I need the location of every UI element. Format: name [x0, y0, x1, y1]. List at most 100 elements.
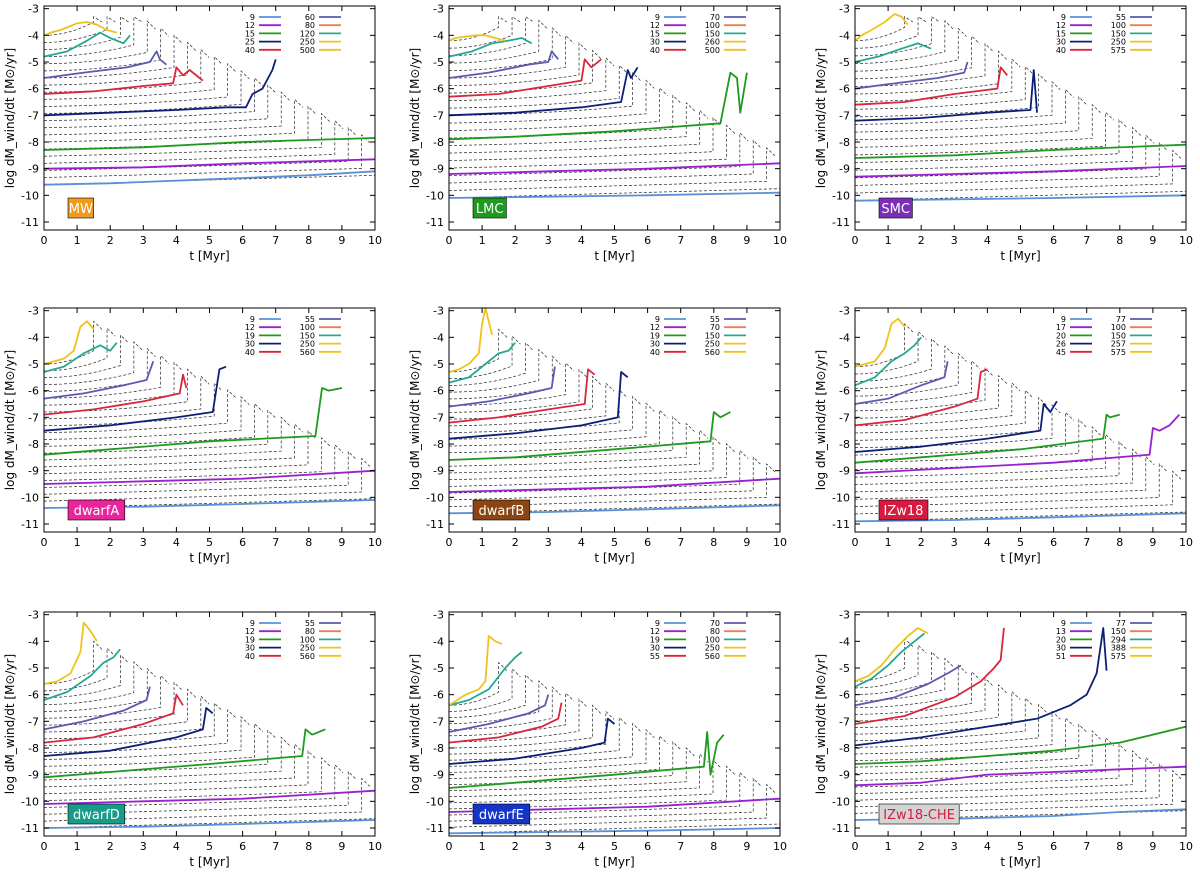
background-track: [43, 674, 170, 719]
legend-label: 55: [305, 315, 315, 324]
model-badge: [67, 803, 126, 825]
series-line-55: [43, 686, 151, 731]
background-track: [448, 661, 508, 706]
x-tick-label: 6: [1050, 536, 1057, 549]
y-tick-label: -5: [433, 358, 444, 371]
legend-label: 13: [1056, 627, 1066, 636]
series-line-60: [43, 50, 168, 79]
x-tick-label: 0: [852, 234, 859, 247]
model-badge: [878, 197, 913, 219]
series-line-150: [43, 342, 118, 373]
background-track: [854, 710, 1061, 755]
legend-label: 500: [300, 46, 315, 55]
legend-label: 30: [1056, 644, 1066, 653]
series-line-13: [854, 765, 1187, 787]
legend-label: 19: [245, 635, 255, 644]
y-tick-label: -4: [433, 29, 444, 42]
y-tick-label: -3: [28, 305, 39, 318]
y-tick-label: -7: [28, 411, 39, 424]
x-tick-label: 5: [206, 234, 213, 247]
background-track: [448, 19, 548, 64]
y-tick-label: -8: [839, 438, 850, 451]
background-track: [854, 756, 1155, 801]
background-track: [448, 34, 575, 79]
background-track: [43, 702, 223, 747]
background-track: [448, 680, 548, 724]
y-tick-label: -10: [426, 491, 444, 504]
x-tick-label: 8: [305, 234, 312, 247]
legend-label: 20: [1056, 331, 1066, 340]
x-tick-label: 6: [1050, 840, 1057, 853]
y-tick-label: -10: [832, 795, 850, 808]
x-tick-label: 4: [578, 840, 585, 853]
background-track: [43, 55, 223, 100]
background-track: [43, 16, 103, 36]
legend-label: 250: [300, 38, 315, 47]
model-badge-label: dwarfE: [479, 808, 524, 823]
panel-dwarfe: 0 1 2 3 4 5 6 7 8 9 10-3-4-5-6-7-8-9-10-11t [Myr]l…: [408, 609, 787, 869]
legend-label: 9: [250, 315, 255, 324]
y-tick-label: -7: [28, 715, 39, 728]
y-tick-label: -5: [28, 56, 39, 69]
legend-label: 19: [245, 331, 255, 340]
panel-dwarfb: 0 1 2 3 4 5 6 7 8 9 10-3-4-5-6-7-8-9-10-11t [Myr]l…: [408, 305, 787, 565]
x-tick-label: 1: [885, 840, 892, 853]
x-axis-label: t [Myr]: [1000, 855, 1040, 869]
series-line-30: [854, 627, 1108, 747]
x-tick-label: 4: [173, 840, 180, 853]
legend-label: 388: [1111, 644, 1126, 653]
x-tick-label: 8: [710, 840, 717, 853]
background-track: [448, 49, 601, 94]
y-axis-label: log dM_wind/dt [M⊙/yr]: [3, 654, 17, 794]
legend-label: 560: [705, 652, 720, 661]
x-tick-label: 8: [1116, 536, 1123, 549]
background-track: [854, 697, 1034, 742]
x-tick-label: 8: [1116, 234, 1123, 247]
background-track: [43, 41, 196, 86]
x-tick-label: 9: [338, 234, 345, 247]
legend-label: 40: [245, 652, 255, 661]
model-badge-label: dwarfB: [479, 504, 525, 519]
legend-label: 40: [650, 46, 660, 55]
panel-izw18-che: 0 1 2 3 4 5 6 7 8 9 10 -3 -4 -5 -6 -7 -8 -9 -10 -11 t [Myr] l…: [814, 609, 1193, 869]
background-track: [43, 423, 304, 468]
x-tick-label: 10: [773, 234, 787, 247]
background-track: [448, 429, 709, 474]
background-track: [43, 126, 357, 171]
legend-label: 250: [300, 340, 315, 349]
model-badge-label: SMC: [881, 202, 910, 217]
panel-lmc: 0 1 2 3 4 5 6 7 8 9 10-3-4-5-6-7-8-9-10-11t [Myr]l…: [408, 3, 787, 263]
legend-label: 70: [710, 13, 720, 22]
x-tick-label: 2: [512, 840, 519, 853]
plot-area: [449, 308, 780, 532]
legend-label: 40: [1056, 46, 1066, 55]
series-line-12: [43, 789, 376, 805]
background-track: [448, 117, 722, 161]
legend-label: 30: [650, 38, 660, 47]
y-axis-label: log dM_wind/dt [M⊙/yr]: [408, 654, 422, 794]
series-line-100: [448, 651, 523, 707]
background-track: [43, 661, 143, 705]
legend-label: 30: [650, 340, 660, 349]
y-tick-label: -11: [426, 822, 444, 835]
x-tick-label: 2: [107, 234, 114, 247]
y-tick-label: -8: [28, 742, 39, 755]
legend-label: 40: [650, 348, 660, 357]
y-tick-label: -9: [28, 769, 39, 782]
y-tick-label: -4: [28, 331, 39, 344]
background-track: [854, 337, 940, 382]
legend-label: 9: [1061, 13, 1066, 22]
background-track: [43, 62, 237, 107]
series-line-40: [854, 66, 1008, 106]
model-badge-label: dwarfD: [73, 808, 120, 823]
legend-label: 560: [300, 348, 315, 357]
x-tick-label: 0: [852, 840, 859, 853]
x-tick-label: 3: [140, 234, 147, 247]
legend-label: 250: [705, 340, 720, 349]
series-line-9: [43, 170, 376, 186]
x-tick-label: 9: [743, 536, 750, 549]
background-track: [43, 327, 116, 372]
background-track: [448, 124, 735, 169]
background-track: [854, 750, 1141, 794]
